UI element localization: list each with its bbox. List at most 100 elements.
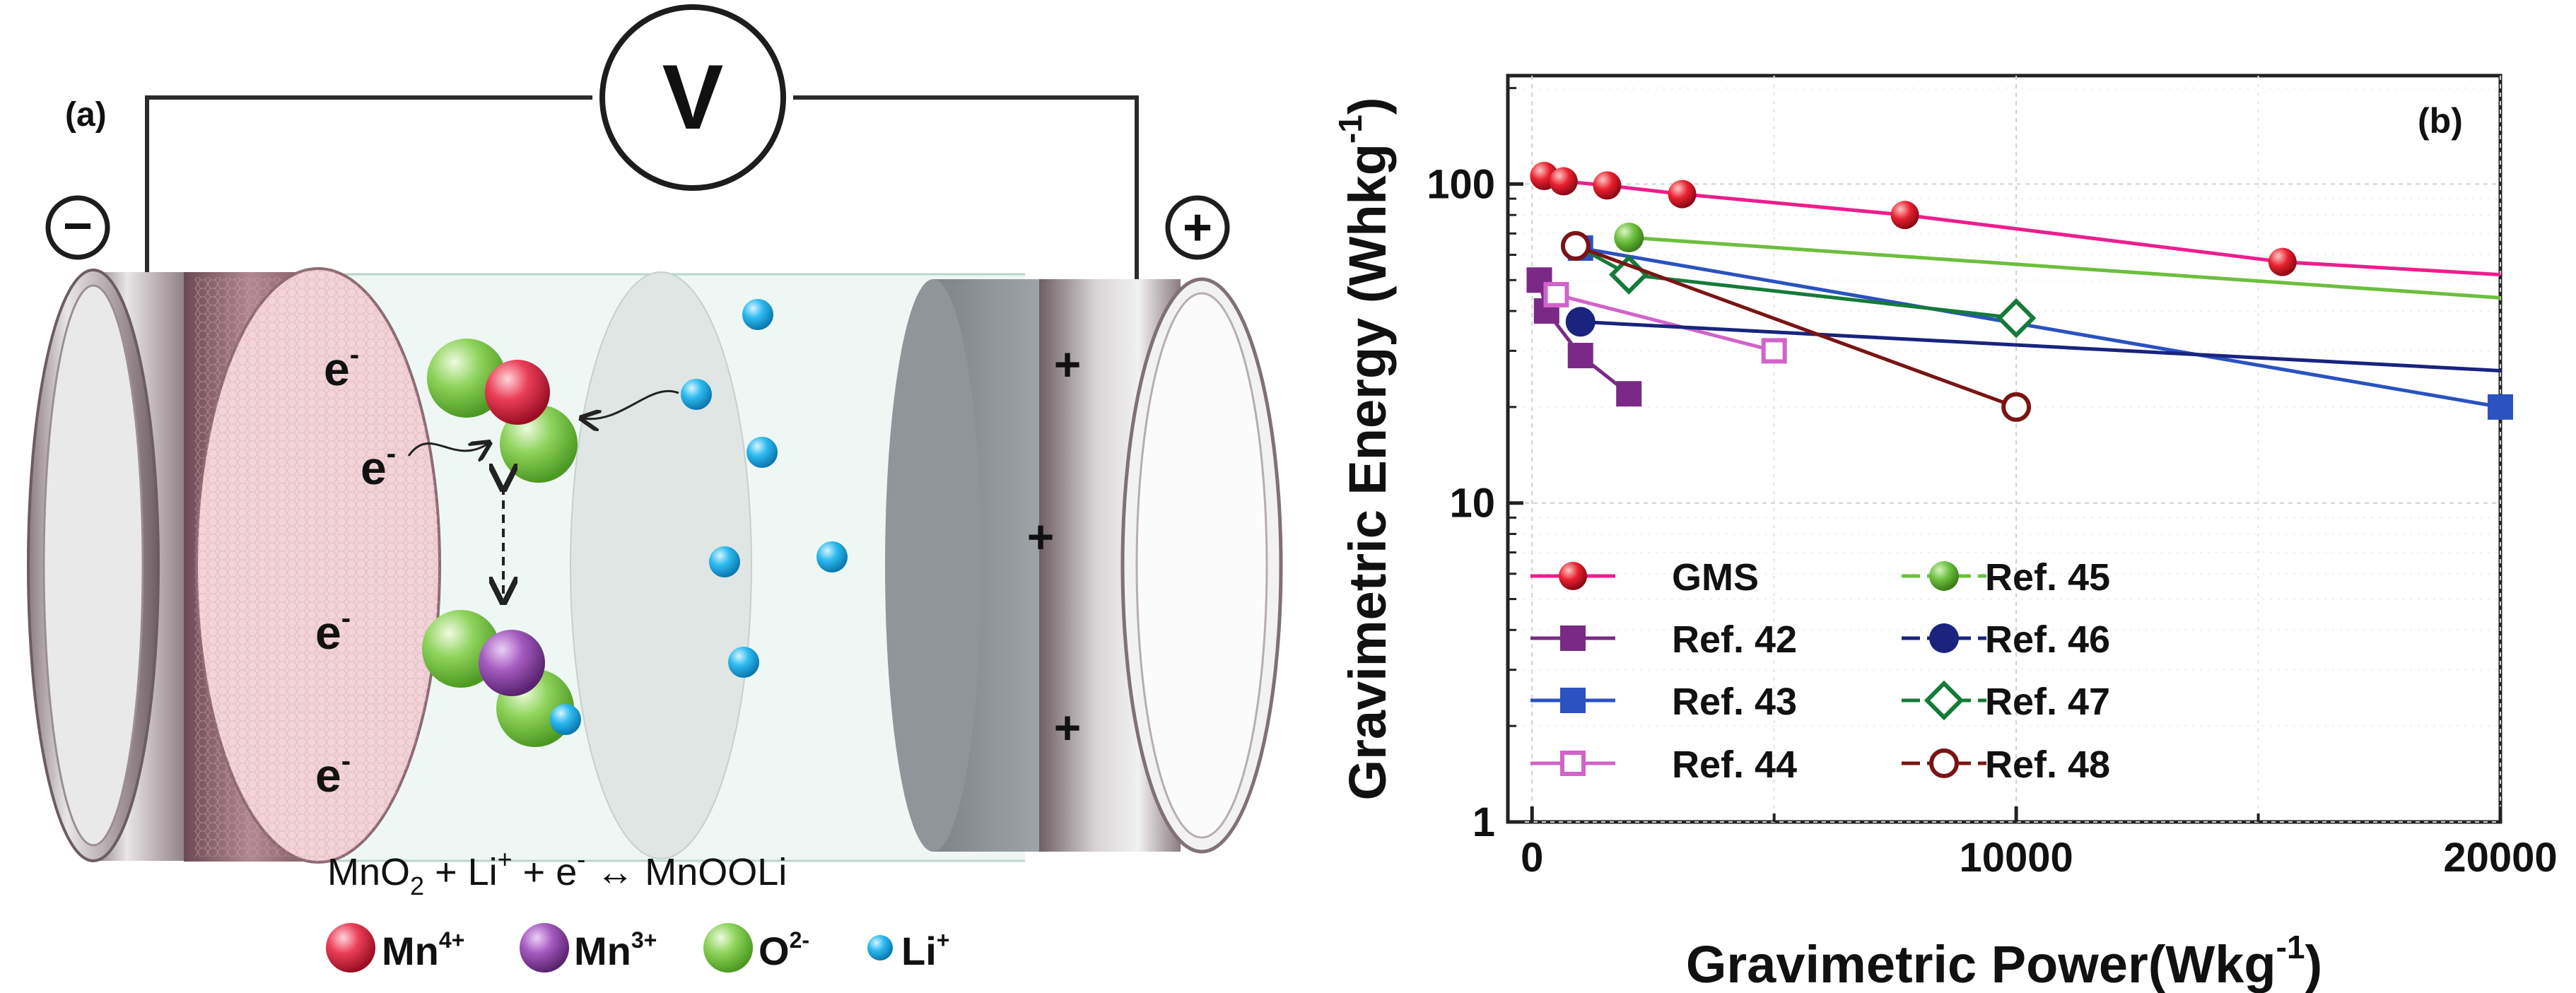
legend-marker-ref-46 [1929,623,1959,653]
legend-marker-ref-43 [1560,688,1586,713]
legend-label-ref-48: Ref. 48 [1985,744,2110,786]
electron-3: e- [315,603,351,659]
legend-label-ref-46: Ref. 46 [1985,618,2110,661]
data-point-gms [1549,167,1578,196]
data-point-ref-47 [1996,298,2037,339]
electron-transfer-arrow [407,444,488,456]
panel-a-label: (a) [65,96,107,134]
electron-labels: e- e- e- e- [315,339,396,801]
series-ref-46 [1565,307,2501,372]
series-line-ref-43 [1580,246,2501,409]
data-point-ref-44 [1761,338,1787,364]
anode-cylinder [27,267,441,864]
positive-terminal-sign: + [1183,199,1212,256]
panel-a: (a) V − + [27,4,1283,973]
legend-label-gms: GMS [1672,556,1759,599]
svg-text:Li+: Li+ [901,927,949,973]
x-tick-label: 20000 [2443,835,2557,881]
negative-terminal: − [45,195,110,260]
chart-legend: GMS Ref. 42 Ref. 43 Ref. 44 Ref. 45 Ref. 46 Re… [1530,556,2110,786]
series-ref-45 [1614,223,2501,300]
circuit-wire [145,95,1139,279]
legend-mn3: Mn3+ [520,923,657,973]
cathode-cylinder [885,277,1283,854]
legend-item-ref-43: Ref. 43 [1530,681,1797,723]
legend-marker-ref-45 [1929,561,1959,591]
data-point-ref-43 [2488,394,2513,420]
negative-terminal-sign: − [63,198,93,254]
legend-label-ref-42: Ref. 42 [1672,618,1797,661]
panel-b: 0 10000 20000 1 10 100 (b) GMS Ref. 42 Ref. 43 R… [1332,74,2558,993]
legend-mn4: Mn4+ [326,923,464,973]
positive-terminal: + [1165,195,1230,260]
y-axis-title: Gravimetric Energy (Whkg-1) [1332,98,1397,801]
svg-text:O2-: O2- [759,927,809,973]
x-tick-label: 10000 [1959,835,2073,881]
data-point-gms [2268,247,2297,276]
legend-marker-gms [1559,562,1587,590]
x-tick-label: 0 [1521,835,1543,881]
li-insertion-arrow [583,389,679,418]
data-point-ref-44 [1543,281,1569,307]
atoms-top [427,339,578,483]
legend-item-ref-42: Ref. 42 [1530,618,1797,661]
separator [570,271,752,859]
svg-text:Mn4+: Mn4+ [382,927,464,973]
y-tick-label: 100 [1427,161,1495,207]
legend-label-ref-47: Ref. 47 [1985,681,2110,723]
series-ref-42 [1526,267,1642,407]
legend-label-ref-44: Ref. 44 [1672,744,1797,786]
data-point-gms [1668,180,1697,208]
atom-legend: Mn4+ Mn3+ O2- Li+ [326,923,949,973]
series-line-ref-48 [1575,244,2017,409]
series-line-ref-44 [1555,293,1775,353]
legend-item-gms: GMS [1530,556,1759,599]
legend-item-ref-44: Ref. 44 [1530,744,1797,786]
series-line-ref-45 [1629,235,2501,300]
plot-axes: 0 10000 20000 1 10 100 [1427,87,2558,881]
voltmeter: V [599,4,786,191]
atoms-bottom [422,610,581,747]
data-point-gms [1890,201,1919,230]
series-ref-44 [1543,281,1787,364]
legend-item-ref-47: Ref. 47 [1902,680,2110,723]
electron-1: e- [324,339,359,395]
legend-item-ref-48: Ref. 48 [1902,744,2110,786]
x-axis-title: Gravimetric Power(Wkg-1) [1686,929,2322,993]
data-point-ref-42 [1567,343,1593,369]
legend-marker-ref-47 [1924,680,1965,721]
legend-o2: O2- [703,923,809,973]
svg-text:Mn3+: Mn3+ [574,927,657,973]
legend-item-ref-45: Ref. 45 [1902,556,2110,599]
legend-marker-ref-44 [1560,751,1586,776]
legend-marker-ref-48 [1929,748,1959,778]
data-point-gms [1593,171,1622,200]
data-point-ref-46 [1565,307,1596,337]
series-line-ref-46 [1580,319,2501,372]
data-point-ref-48 [1560,230,1591,261]
series-gms [1530,162,2501,277]
li-ions [681,299,848,678]
series-ref-48 [1560,230,2032,422]
cathode-plus-1: + [1054,338,1082,390]
y-tick-label: 10 [1449,481,1495,527]
series-line-ref-42 [1538,279,1630,396]
panel-b-label: (b) [2418,101,2463,141]
series-layer [1526,162,2513,422]
cathode-plus-2: + [1027,510,1055,563]
cathode-plus-3: + [1054,701,1082,753]
legend-marker-ref-42 [1560,625,1586,651]
legend-item-ref-46: Ref. 46 [1902,618,2110,661]
electron-4: e- [315,746,351,801]
data-point-ref-48 [2001,392,2032,422]
electron-2: e- [361,438,396,494]
data-point-ref-45 [1614,223,1644,253]
voltmeter-label: V [662,45,724,148]
legend-label-ref-45: Ref. 45 [1985,556,2110,599]
data-point-ref-42 [1616,381,1642,407]
y-tick-label: 1 [1473,799,1495,845]
series-ref-47 [1579,246,2037,339]
legend-label-ref-43: Ref. 43 [1672,681,1797,723]
legend-li: Li+ [867,927,949,973]
